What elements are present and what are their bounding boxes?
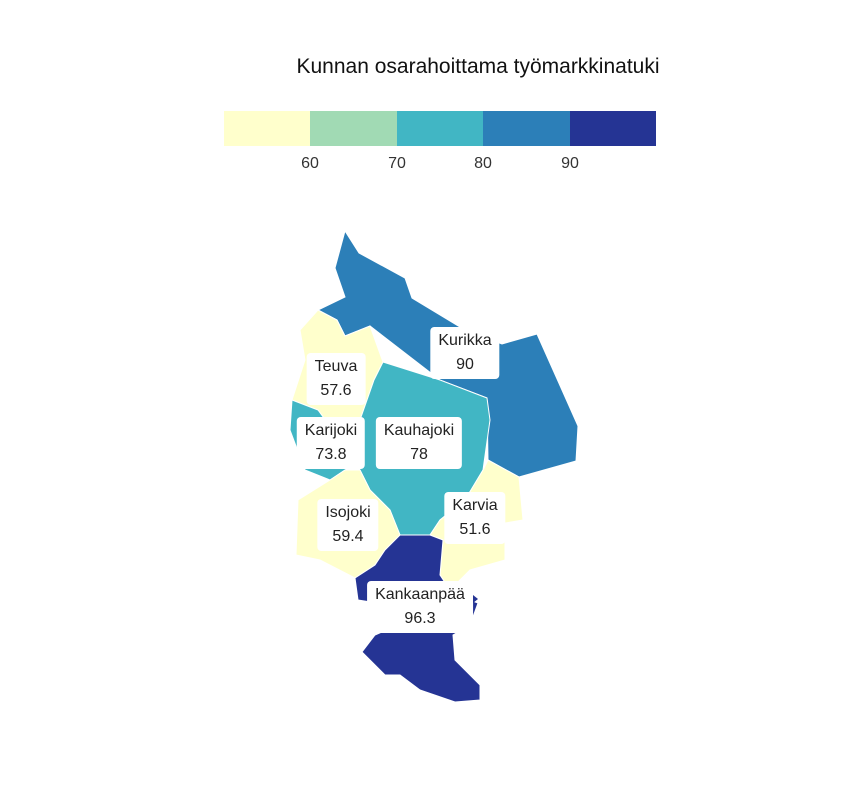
- legend-tick-60: 60: [301, 155, 319, 172]
- legend-bin-3: [396, 111, 484, 146]
- region-label-kauhajoki: Kauhajoki 78: [375, 417, 463, 469]
- region-label-kankaanpaa: Kankaanpää 96.3: [367, 581, 473, 633]
- region-value: 59.4: [332, 528, 364, 545]
- legend-bin-1: [224, 111, 311, 146]
- legend-bin-5: [569, 111, 657, 146]
- legend-tick-70: 70: [388, 155, 406, 172]
- legend-bin-2: [310, 111, 397, 146]
- region-name: Karvia: [452, 497, 498, 514]
- region-name: Isojoki: [325, 504, 371, 521]
- region-value: 78: [410, 446, 428, 463]
- legend-bin-4: [483, 111, 570, 146]
- region-name: Kurikka: [438, 332, 492, 349]
- legend-tick-80: 80: [474, 155, 492, 172]
- region-label-kurikka: Kurikka 90: [430, 327, 500, 379]
- region-name: Karijoki: [304, 422, 358, 439]
- small-marker-icon: [473, 595, 478, 603]
- legend-tick-90: 90: [561, 155, 579, 172]
- map-title: Kunnan osarahoittama työmarkkinatuki: [296, 55, 660, 78]
- region-label-karvia: Karvia 51.6: [444, 492, 506, 544]
- region-name: Kankaanpää: [375, 586, 465, 603]
- region-value: 51.6: [459, 521, 491, 538]
- region-name: Teuva: [314, 358, 358, 375]
- region-label-teuva: Teuva 57.6: [306, 353, 366, 405]
- region-value: 73.8: [315, 446, 347, 463]
- region-name: Kauhajoki: [383, 422, 455, 439]
- region-label-karijoki: Karijoki 73.8: [296, 417, 366, 469]
- region-value: 96.3: [404, 610, 436, 627]
- region-value: 57.6: [320, 382, 352, 399]
- color-legend: [224, 111, 657, 146]
- region-label-isojoki: Isojoki 59.4: [317, 499, 379, 551]
- region-value: 90: [456, 356, 474, 373]
